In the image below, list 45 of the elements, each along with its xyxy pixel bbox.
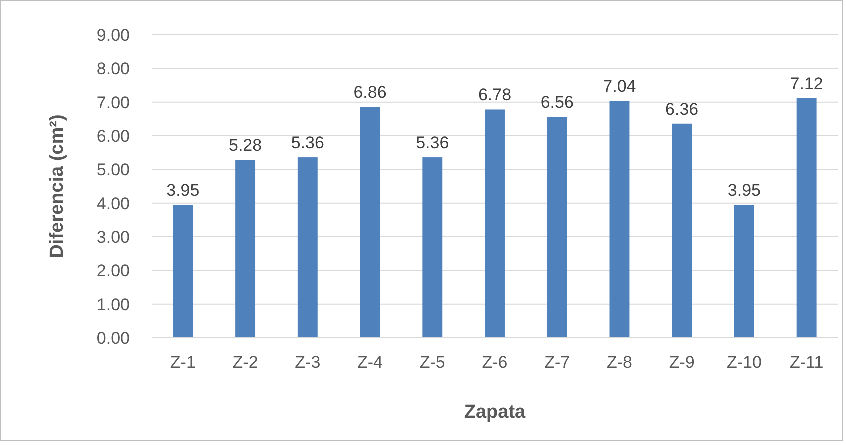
- bar: [485, 110, 505, 338]
- bar: [422, 158, 443, 338]
- x-tick-label: Z-8: [606, 353, 632, 372]
- bar: [360, 107, 380, 338]
- bar: [796, 98, 817, 338]
- x-tick-label: Z-6: [482, 353, 508, 372]
- x-axis-title: Zapata: [464, 402, 526, 423]
- x-tick-label: Z-1: [170, 353, 196, 372]
- data-label: 7.04: [603, 76, 636, 96]
- x-tick-label: Z-5: [420, 353, 446, 372]
- y-axis-title: Diferencia (cm²): [47, 114, 68, 258]
- bar: [173, 205, 194, 338]
- y-tick-label: 5.00: [96, 160, 130, 180]
- x-tick-label: Z-4: [358, 353, 384, 372]
- bar: [547, 117, 568, 338]
- data-label: 6.36: [666, 100, 699, 119]
- data-label: 6.56: [540, 93, 574, 112]
- x-tick-label: Z-9: [669, 353, 695, 372]
- x-tick-label: Z-3: [295, 353, 321, 372]
- y-tick-label: 9.00: [96, 26, 130, 45]
- x-tick-label: Z-7: [544, 353, 570, 372]
- data-label: 5.36: [291, 134, 324, 153]
- data-label: 6.86: [354, 83, 387, 102]
- bar: [734, 205, 754, 338]
- data-label: 3.95: [728, 181, 761, 200]
- x-tick-label: Z-2: [232, 353, 258, 372]
- bar: [298, 158, 318, 338]
- y-tick-label: 6.00: [96, 126, 130, 146]
- bar: [236, 160, 256, 338]
- data-label: 5.28: [229, 136, 262, 156]
- y-tick-label: 8.00: [96, 60, 130, 79]
- bar: [610, 100, 630, 338]
- y-tick-label: 4.00: [96, 194, 130, 214]
- y-tick-label: 0.00: [96, 328, 130, 348]
- y-tick-label: 7.00: [96, 93, 130, 112]
- y-tick-label: 1.00: [96, 295, 130, 314]
- y-tick-label: 3.00: [96, 228, 130, 247]
- data-label: 7.12: [790, 74, 824, 94]
- data-label: 5.36: [416, 134, 450, 153]
- x-tick-label: Z-11: [790, 353, 824, 372]
- y-tick-label: 2.00: [96, 262, 130, 281]
- x-tick-label: Z-10: [726, 353, 762, 372]
- bar: [672, 124, 692, 338]
- data-label: 3.95: [166, 181, 200, 200]
- data-label: 6.78: [478, 86, 512, 105]
